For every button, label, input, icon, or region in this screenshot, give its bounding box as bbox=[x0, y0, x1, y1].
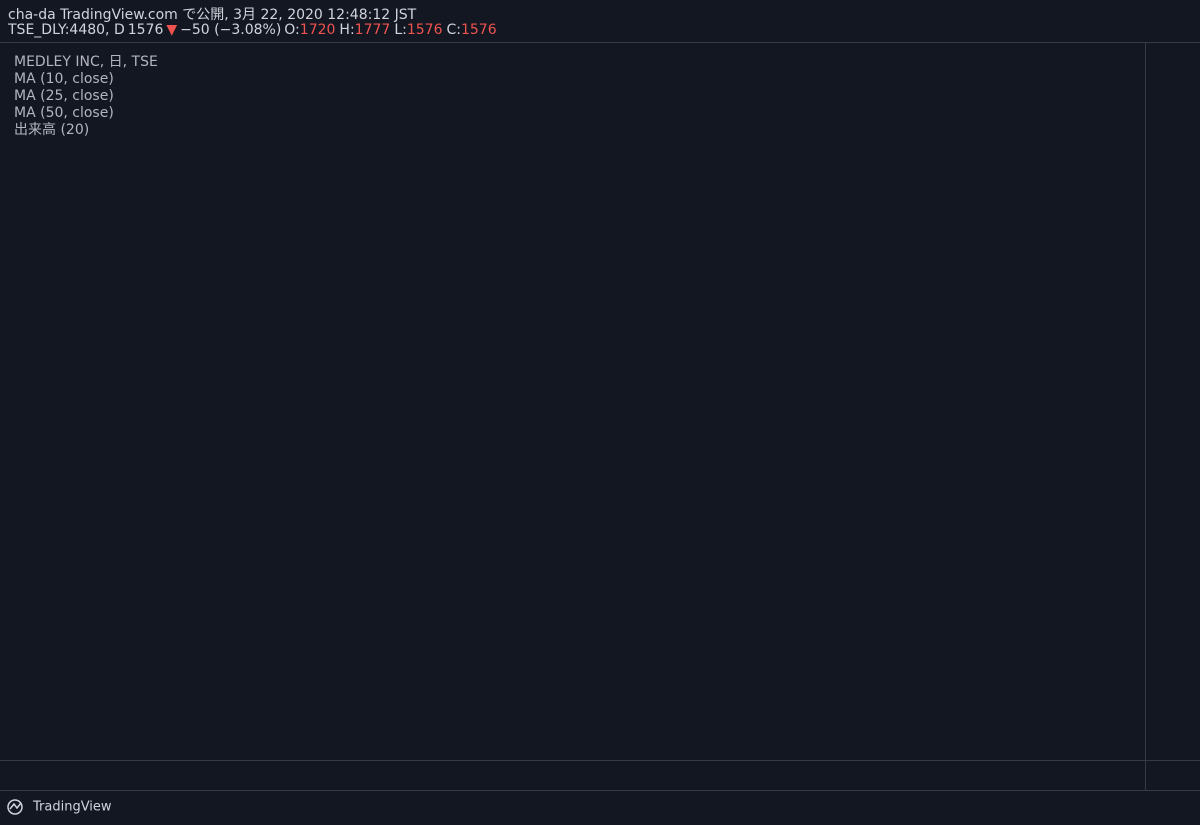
ohlc-key: C: bbox=[446, 22, 461, 38]
logo bbox=[7, 799, 23, 815]
ohlc-value: 1777 bbox=[354, 22, 391, 38]
ohlc-value: 1576 bbox=[460, 22, 497, 38]
change: −50 (−3.08%) bbox=[180, 22, 282, 38]
legend-title: MEDLEY INC, 日, TSE bbox=[14, 54, 158, 70]
ohlc-key: L: bbox=[394, 22, 407, 38]
ohlc-value: 1576 bbox=[406, 22, 443, 38]
legend-entry: MA (25, close) bbox=[14, 88, 114, 104]
last-price: 1576 bbox=[127, 22, 164, 38]
legend: MEDLEY INC, 日, TSE MA (10, close) MA (25… bbox=[14, 54, 158, 139]
legend-entry: MA (50, close) bbox=[14, 105, 114, 121]
logo-icon bbox=[7, 799, 23, 815]
ohlc-key: O: bbox=[284, 22, 300, 38]
symbol: TSE_DLY:4480, D bbox=[8, 22, 125, 38]
legend-entry: 出来高 (20) bbox=[14, 122, 90, 138]
ohlc-value: 1720 bbox=[299, 22, 336, 38]
ohlc: O:1720 H:1777 L:1576 C:1576 bbox=[284, 22, 500, 38]
logo-icon bbox=[9, 802, 22, 810]
ohlc-key: H: bbox=[339, 22, 355, 38]
legend-entry: MA (10, close) bbox=[14, 71, 114, 87]
publisher: cha-da TradingView.com で公開, 3月 22, 2020 … bbox=[8, 7, 417, 23]
direction: ▼ bbox=[166, 22, 178, 38]
quote-line: TSE_DLY:4480, D 1576 ▼ −50 (−3.08%) O:1720 H:… bbox=[8, 22, 504, 38]
brand: TradingView bbox=[32, 800, 112, 815]
